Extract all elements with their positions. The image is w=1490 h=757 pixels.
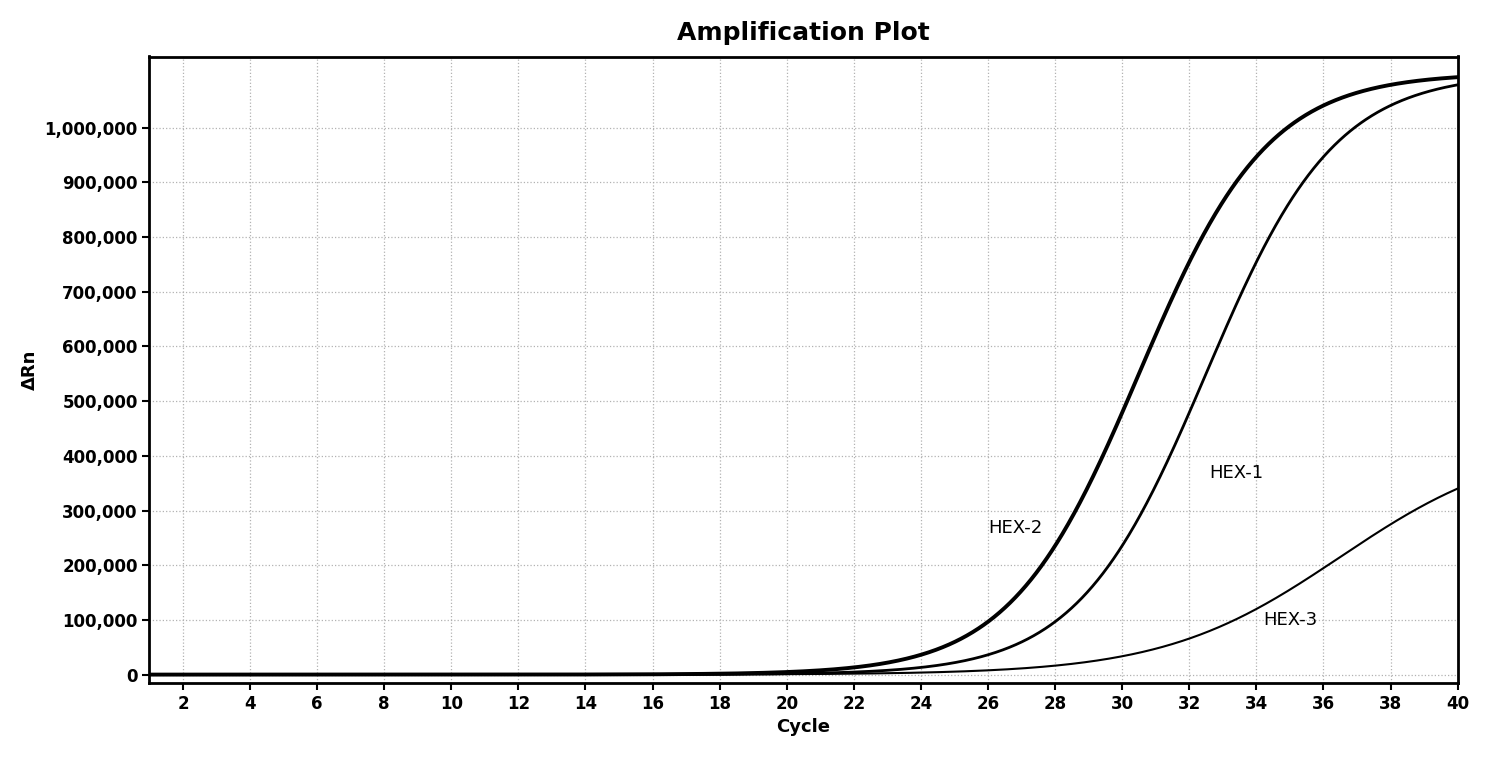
- Text: HEX-3: HEX-3: [1264, 612, 1317, 629]
- Text: HEX-2: HEX-2: [988, 519, 1043, 537]
- Text: HEX-1: HEX-1: [1210, 464, 1264, 481]
- X-axis label: Cycle: Cycle: [776, 718, 830, 736]
- Title: Amplification Plot: Amplification Plot: [676, 21, 930, 45]
- Y-axis label: ΔRn: ΔRn: [21, 350, 39, 390]
